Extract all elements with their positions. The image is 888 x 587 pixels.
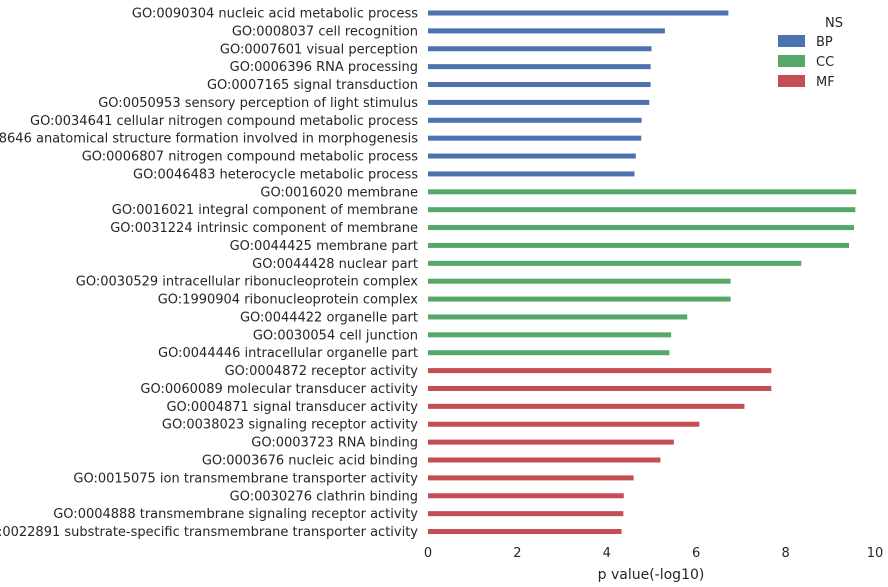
bar-mf [428,368,772,374]
category-label: GO:0038023 signaling receptor activity [162,418,418,433]
bar-cc [428,260,802,266]
bar-mf [428,385,772,391]
category-label: GO:0004872 receptor activity [225,364,419,379]
category-label: GO:0044446 intracellular organelle part [158,346,418,361]
bars-layer [428,10,857,535]
bar-bp [428,99,650,105]
bar-bp [428,10,729,16]
bar-cc [428,242,850,248]
category-label: GO:0003676 nucleic acid binding [202,454,418,469]
bar-cc [428,314,688,320]
category-label: GO:0006396 RNA processing [230,60,418,75]
x-tick-label: 0 [424,546,432,561]
category-label: GO:0044425 membrane part [230,239,418,254]
x-axis: p value(-log10) 0 2 4 6 8 10 [424,546,883,583]
category-label: GO:0004888 transmembrane signaling recep… [53,507,418,522]
bar-mf [428,421,700,427]
bar-cc [428,332,672,338]
category-label: GO:0007601 visual perception [220,42,418,57]
x-tick-label: 6 [692,546,700,561]
bar-mf [428,457,661,463]
category-label: GO:0048646 anatomical structure formatio… [0,132,418,147]
category-label: GO:0030529 intracellular ribonucleoprote… [76,275,419,290]
legend-label-cc: CC [816,55,834,70]
bar-cc [428,225,854,231]
bar-bp [428,117,642,123]
category-label: GO:0060089 molecular transducer activity [140,382,418,397]
category-label: GO:0090304 nucleic acid metabolic proces… [132,7,418,22]
category-label: GO:0034641 cellular nitrogen compound me… [30,114,418,129]
legend: NS BP CC MF [778,16,843,90]
category-label: GO:0044428 nuclear part [252,257,418,272]
category-label: GO:0022891 substrate-specific transmembr… [0,525,418,540]
bar-mf [428,439,674,445]
category-label: GO:0031224 intrinsic component of membra… [110,221,418,236]
category-label: GO:0030054 cell junction [253,328,418,343]
category-label: GO:1990904 ribonucleoprotein complex [158,293,419,308]
x-tick-label: 8 [781,546,789,561]
bar-cc [428,189,857,195]
category-label: GO:0004871 signal transducer activity [166,400,418,415]
x-tick-label: 2 [513,546,521,561]
bar-cc [428,207,856,213]
bar-bp [428,28,665,34]
category-label: GO:0044422 organelle part [240,310,418,325]
category-labels: GO:0090304 nucleic acid metabolic proces… [0,7,418,541]
bar-mf [428,475,634,481]
bar-bp [428,153,636,159]
category-label: GO:0016020 membrane [260,185,418,200]
bar-mf [428,493,624,499]
legend-title: NS [825,16,843,31]
bar-cc [428,278,731,284]
category-label: GO:0008037 cell recognition [232,24,418,39]
legend-swatch-cc [778,55,805,67]
x-tick-label: 10 [867,546,884,561]
bar-bp [428,64,651,70]
bar-mf [428,529,622,535]
category-label: GO:0016021 integral component of membran… [112,203,418,218]
category-label: GO:0050953 sensory perception of light s… [98,96,418,111]
x-tick-label: 4 [603,546,611,561]
category-label: GO:0007165 signal transduction [207,78,418,93]
legend-label-bp: BP [816,35,833,50]
category-label: GO:0046483 heterocycle metabolic process [133,167,418,182]
bar-bp [428,135,642,141]
category-label: GO:0003723 RNA binding [251,436,418,451]
legend-label-mf: MF [816,75,835,90]
legend-swatch-bp [778,35,805,47]
bar-cc [428,350,670,356]
bar-bp [428,82,651,88]
bar-mf [428,403,745,409]
category-label: GO:0030276 clathrin binding [230,489,418,504]
category-label: GO:0006807 nitrogen compound metabolic p… [82,150,419,165]
x-axis-title: p value(-log10) [598,567,705,583]
bar-bp [428,46,652,52]
legend-swatch-mf [778,75,805,87]
bar-mf [428,511,624,517]
bar-cc [428,296,731,302]
bar-bp [428,171,635,177]
category-label: GO:0015075 ion transmembrane transporter… [73,471,418,486]
